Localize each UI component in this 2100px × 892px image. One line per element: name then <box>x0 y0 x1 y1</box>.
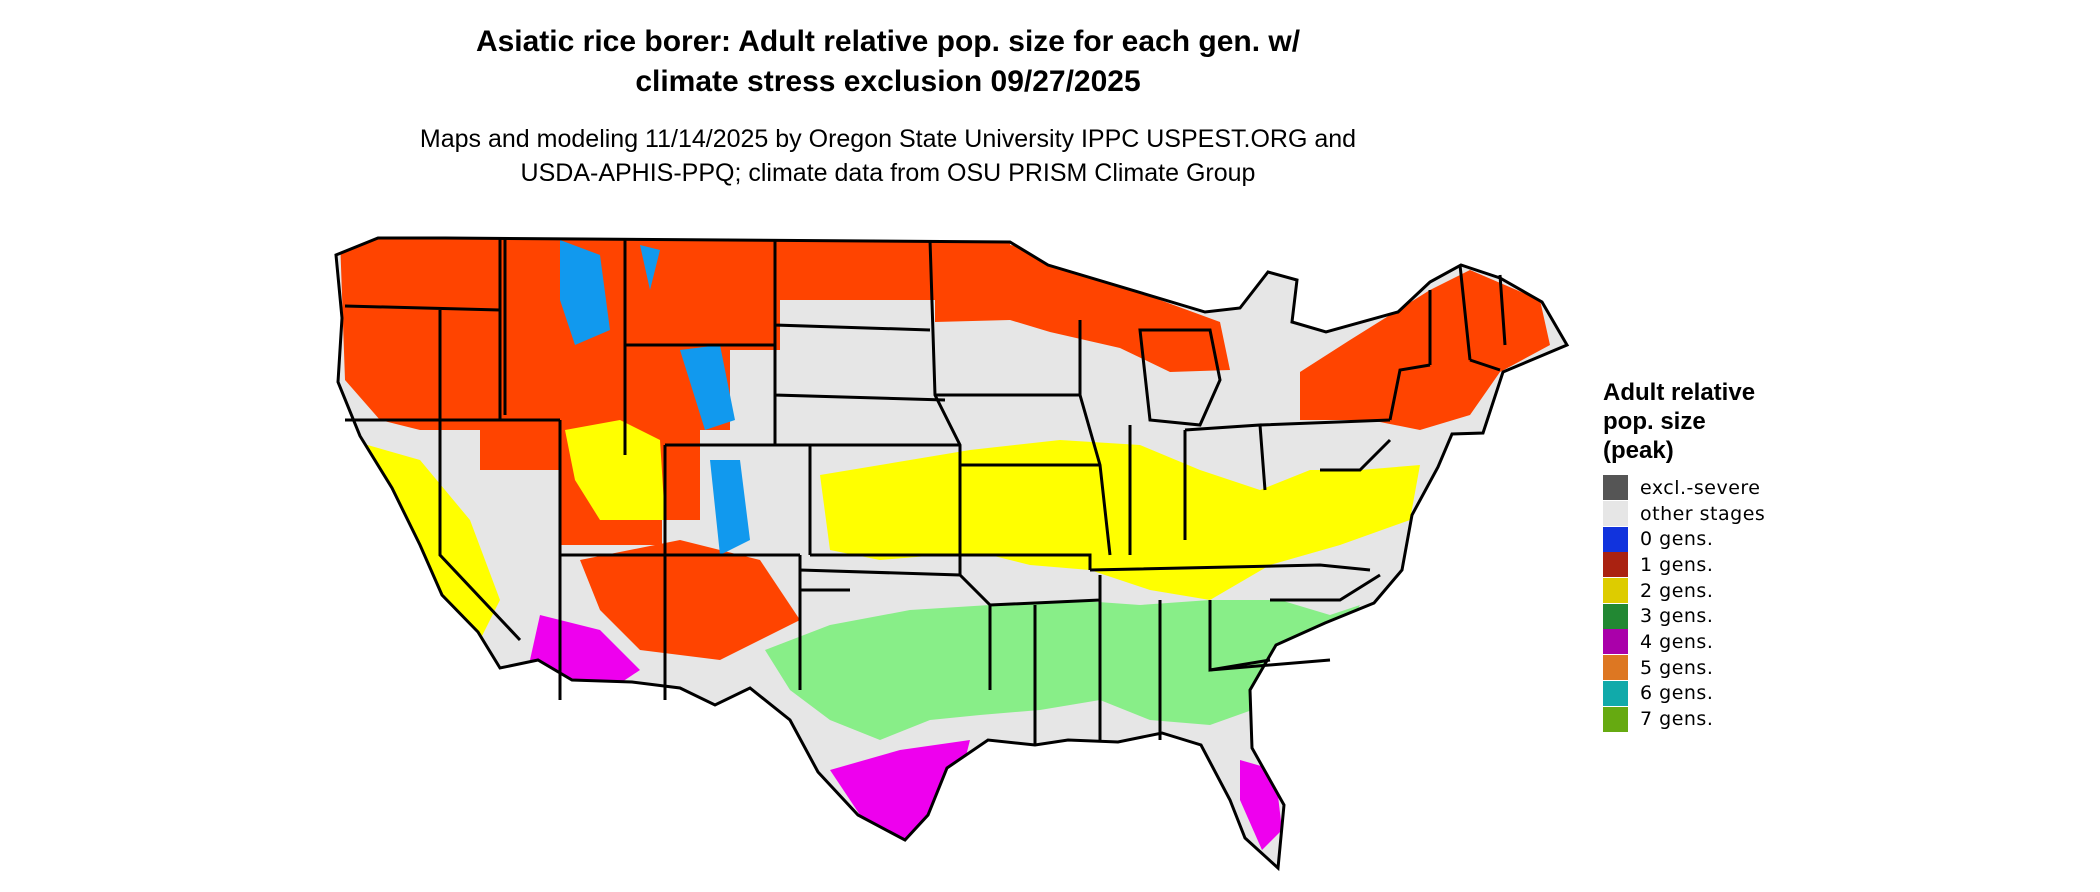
legend-item-5-gens: 5 gens. <box>1603 655 1863 681</box>
border-nv-ut-az <box>345 418 667 700</box>
legend-label: other stages <box>1640 502 1766 525</box>
legend-label: 6 gens. <box>1640 682 1714 705</box>
map-title-line-1: Asiatic rice borer: Adult relative pop. … <box>475 25 1301 58</box>
legend-item-7-gens: 7 gens. <box>1603 706 1863 732</box>
legend-title-line-3: (peak) <box>1603 437 1674 464</box>
gen4-region-texas-coast <box>830 740 970 840</box>
gen1-region-northeast <box>1300 270 1550 430</box>
gen2-region-central <box>820 440 1420 600</box>
legend-title-line-2: pop. size <box>1603 408 1706 435</box>
map-title-line-2: climate stress exclusion 09/27/2025 <box>635 65 1141 98</box>
state-boundaries <box>334 236 1570 872</box>
legend-item-other-stages: other stages <box>1603 501 1863 527</box>
gen1-region-great-lakes <box>1010 245 1230 372</box>
us-map <box>334 236 1570 872</box>
border-wi-il-in-oh <box>1078 320 1267 556</box>
border-mid-atlantic <box>1259 363 1431 472</box>
legend-swatch <box>1603 655 1628 681</box>
legend-title-line-1: Adult relative <box>1603 379 1756 406</box>
border-ok-tx <box>798 568 992 690</box>
border-co-nm <box>665 443 812 690</box>
legend-label: 5 gens. <box>1640 656 1714 679</box>
legend-label: 3 gens. <box>1640 605 1714 628</box>
border-mississippi-valley <box>989 575 1271 745</box>
gen1-region-northwest <box>340 238 1010 545</box>
border-dakotas-ne-ks <box>773 240 962 575</box>
border-south-atlantic <box>1089 563 1381 672</box>
legend-item-0-gens: 0 gens. <box>1603 526 1863 552</box>
legend-swatch <box>1603 706 1628 732</box>
legend-item-3-gens: 3 gens. <box>1603 603 1863 629</box>
legend-item-6-gens: 6 gens. <box>1603 680 1863 707</box>
border-wa-or-id <box>344 238 502 420</box>
legend-swatch <box>1603 578 1628 604</box>
legend-swatch <box>1603 475 1628 501</box>
gen-shading <box>336 238 1567 868</box>
legend-swatch <box>1603 501 1628 527</box>
legend-label: excl.-severe <box>1640 476 1761 499</box>
legend-swatch <box>1603 629 1628 655</box>
legend-title: Adult relative pop. size (peak) <box>1603 378 1863 465</box>
gen1-region-southwest <box>580 540 800 660</box>
legend-swatch <box>1603 526 1628 552</box>
border-mt-wy <box>503 238 777 455</box>
us-outline <box>334 236 1570 872</box>
legend: Adult relative pop. size (peak) excl.-se… <box>1603 378 1863 732</box>
legend-swatch <box>1603 603 1628 629</box>
map-subtitle-line-1: Maps and modeling 11/14/2025 by Oregon S… <box>419 125 1357 153</box>
border-new-england <box>1428 264 1507 372</box>
legend-item-1-gens: 1 gens. <box>1603 552 1863 578</box>
legend-label: 1 gens. <box>1640 553 1714 576</box>
map-title: Asiatic rice borer: Adult relative pop. … <box>0 22 1776 102</box>
legend-item-2-gens: 2 gens. <box>1603 578 1863 604</box>
map-subtitle-line-2: USDA-APHIS-PPQ; climate data from OSU PR… <box>520 159 1256 187</box>
legend-item-4-gens: 4 gens. <box>1603 629 1863 655</box>
legend-label: 7 gens. <box>1640 708 1714 731</box>
border-michigan <box>1138 328 1222 427</box>
map-subtitle: Maps and modeling 11/14/2025 by Oregon S… <box>0 122 1776 190</box>
legend-label: 2 gens. <box>1640 579 1714 602</box>
legend-swatch <box>1603 552 1628 578</box>
legend-label: 4 gens. <box>1640 630 1714 653</box>
gen0-region-rockies <box>560 240 750 555</box>
legend-label: 0 gens. <box>1640 528 1714 551</box>
legend-swatch <box>1603 680 1628 706</box>
border-mn-ia-mo <box>928 239 1100 570</box>
legend-item-excl-severe: excl.-severe <box>1603 475 1863 501</box>
